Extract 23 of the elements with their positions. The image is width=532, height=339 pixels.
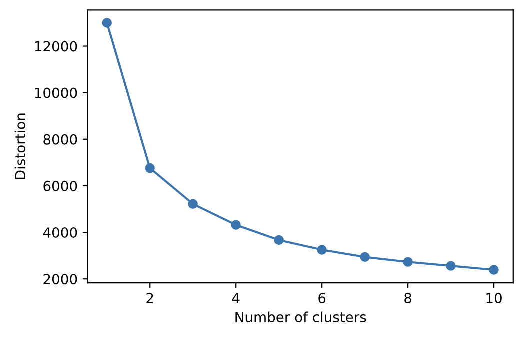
point (489, 265, 499, 275)
x-tick-label: 10 (486, 293, 502, 304)
x-tick-label: 2 (146, 293, 154, 304)
point (403, 257, 413, 267)
point (102, 18, 112, 28)
x-tick-label: 4 (232, 293, 240, 304)
y-tick-label: 2000 (44, 274, 78, 285)
y-tick-label: 12000 (35, 41, 78, 52)
point (274, 235, 284, 246)
x-tick-label: 6 (318, 293, 326, 304)
point (317, 245, 327, 255)
point (188, 199, 198, 209)
y-tick-label: 10000 (35, 88, 78, 98)
y-tick-label: 4000 (43, 228, 78, 238)
point (360, 252, 370, 262)
x-tick-label: 8 (404, 293, 412, 304)
point (145, 163, 155, 174)
point (231, 220, 241, 230)
point (446, 261, 456, 271)
y-tick-label: 6000 (44, 180, 78, 192)
x-axis-title: Number of clusters (236, 312, 366, 323)
y-tick-label: 8000 (44, 134, 78, 145)
y-axis-title: Distortion (14, 114, 26, 180)
